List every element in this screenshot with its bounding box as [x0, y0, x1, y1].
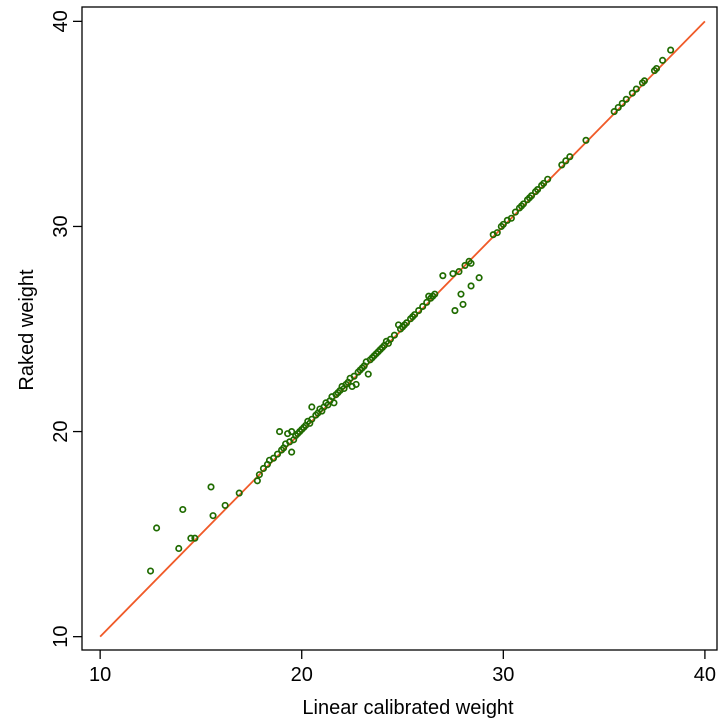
data-point [566, 153, 574, 161]
data-point [632, 85, 640, 93]
data-point [308, 415, 316, 423]
data-point [540, 179, 548, 187]
x-tick-label: 20 [291, 664, 313, 686]
data-point [511, 208, 519, 216]
data-point [253, 477, 261, 485]
data-point [628, 89, 636, 97]
data-point [544, 175, 552, 183]
x-tick-label: 30 [492, 664, 514, 686]
data-point [431, 290, 439, 298]
data-point [640, 77, 648, 85]
y-axis-title: Raked weight [16, 269, 38, 391]
data-point [461, 261, 469, 269]
data-point [179, 505, 187, 514]
x-tick-label: 10 [89, 664, 111, 686]
x-tick-label: 40 [694, 664, 716, 686]
data-point [499, 220, 507, 228]
data-point [415, 307, 423, 315]
data-point [209, 512, 217, 520]
data-point [622, 95, 630, 103]
y-tick-label: 30 [50, 215, 72, 237]
data-point [175, 544, 183, 553]
data-point [618, 99, 626, 107]
data-point [610, 108, 618, 116]
plot-frame [81, 6, 718, 651]
data-point [411, 311, 419, 319]
data-point [423, 298, 431, 306]
data-point [459, 300, 467, 308]
x-axis-title: Linear calibrated weight [302, 697, 514, 719]
data-point [467, 259, 475, 267]
data-point [221, 501, 229, 509]
data-point [439, 272, 447, 280]
data-point [667, 46, 675, 54]
data-point [519, 200, 528, 208]
y-tick-label: 20 [50, 420, 72, 442]
data-point [562, 157, 570, 165]
data-point [534, 185, 542, 194]
data-point [449, 270, 457, 278]
data-point [614, 103, 622, 112]
data-point [659, 56, 667, 64]
data-point [153, 524, 161, 532]
data-point [403, 319, 411, 327]
data-point [386, 335, 394, 343]
data-point [288, 448, 296, 456]
data-point [419, 302, 427, 311]
axes-layer: 10 20 30 40 10 20 30 40 [50, 6, 718, 686]
data-point [558, 161, 566, 169]
data-point [475, 274, 483, 282]
data-point [652, 64, 661, 73]
data-point [467, 282, 475, 290]
data-point [308, 403, 316, 411]
data-point [235, 489, 243, 497]
data-point [527, 192, 536, 200]
data-point [352, 380, 360, 388]
data-point [259, 464, 267, 473]
data-point [288, 428, 296, 436]
data-point [507, 214, 515, 222]
data-point [269, 454, 278, 462]
data-point [350, 372, 358, 380]
data-point [273, 450, 282, 458]
data-point [276, 428, 284, 436]
points-layer [146, 46, 675, 575]
data-point [493, 229, 501, 237]
data-point [457, 290, 465, 298]
data-point [146, 567, 155, 575]
data-point [364, 370, 372, 378]
data-point [330, 399, 338, 407]
y-tick-label: 10 [50, 626, 72, 648]
labels-layer: Linear calibrated weight Raked weight [16, 269, 514, 719]
data-point [451, 307, 459, 315]
data-point [455, 268, 463, 276]
data-point [582, 136, 590, 144]
data-point [255, 471, 263, 479]
data-point [390, 331, 399, 339]
data-point [187, 534, 195, 542]
data-point [191, 534, 199, 542]
data-point [207, 483, 215, 491]
y-tick-label: 40 [50, 10, 72, 32]
